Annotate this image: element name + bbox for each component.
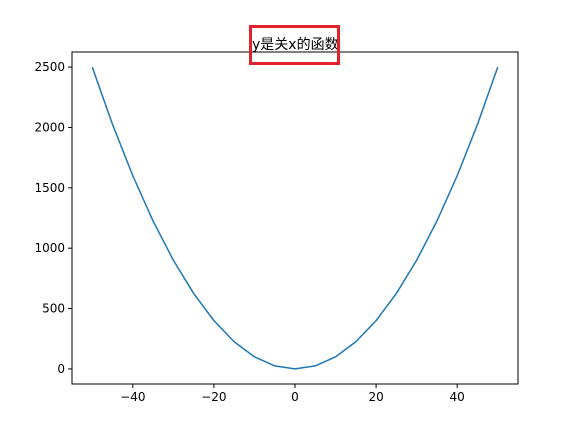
y-tick-label: 1500: [34, 181, 65, 195]
chart-title: y是关x的函数: [249, 25, 340, 65]
y-tick-label: 0: [57, 362, 65, 376]
x-tick-label: 0: [291, 390, 299, 404]
series-layer: [91, 66, 499, 370]
y-tick-label: 1000: [34, 241, 65, 255]
x-tick-label: 20: [368, 390, 383, 404]
x-tick-label: −20: [201, 390, 226, 404]
x-tick-label: 40: [450, 390, 465, 404]
y-axis-ticks: 0 500 1000 1500 2000 2500: [34, 60, 72, 376]
y-tick-label: 500: [42, 302, 65, 316]
y-tick-label: 2500: [34, 60, 65, 74]
x-tick-label: −40: [120, 390, 145, 404]
series-line-0: [91, 66, 499, 370]
axes-frame: [71, 51, 519, 385]
x-axis-ticks: −40 −20 0 20 40: [120, 384, 465, 404]
y-tick-label: 2000: [34, 120, 65, 134]
